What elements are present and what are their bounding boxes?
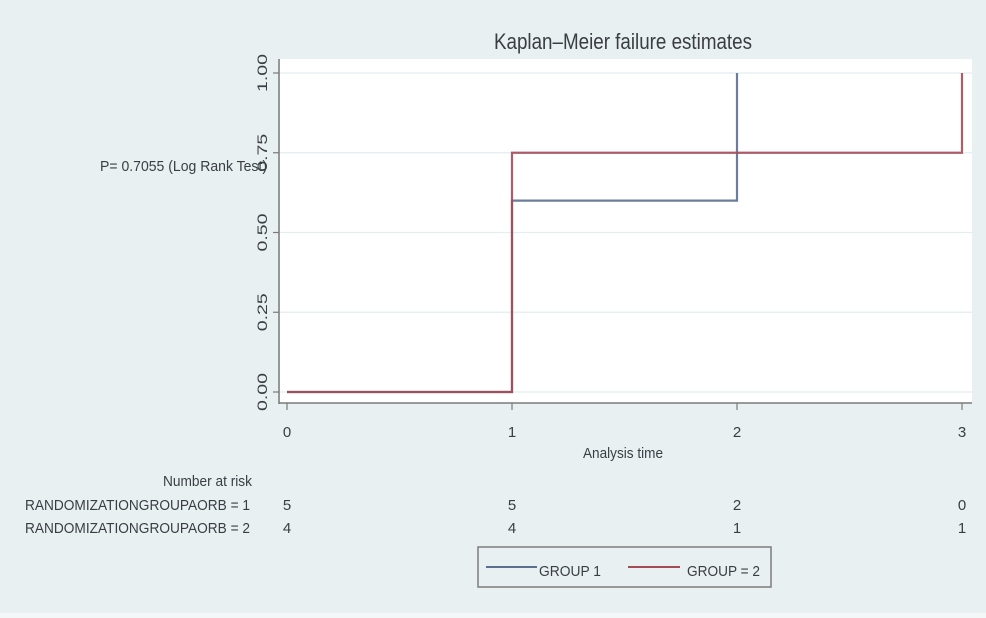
y-axis-ticks: 0.00 0.25 0.50 0.75 1.00 [254,54,279,411]
y-tick-label: 0.75 [254,133,270,171]
risk-value-group-1: 5 [508,497,516,514]
y-tick-label: 0.50 [254,213,270,251]
risk-row-label-group-1: RANDOMIZATIONGROUPAORB = 1 [25,497,250,514]
risk-value-group-2: 1 [958,520,966,537]
risk-table-values: 5 5 2 0 4 4 1 1 [283,497,966,537]
legend: GROUP 1 GROUP = 2 [477,546,772,588]
risk-row-label-group-2: RANDOMIZATIONGROUPAORB = 2 [25,520,250,537]
risk-value-group-2: 1 [733,520,741,537]
legend-label-group-1: GROUP 1 [539,563,601,580]
chart-title: Kaplan–Meier failure estimates [494,29,752,54]
km-curve-group-2 [287,73,964,394]
bottom-strip [0,613,986,618]
x-tick-label: 1 [508,424,516,441]
y-tick-label: 0.00 [254,373,270,411]
risk-value-group-1: 5 [283,497,291,514]
risk-value-group-2: 4 [508,520,516,537]
x-axis-label: Analysis time [583,445,663,462]
risk-value-group-1: 2 [733,497,741,514]
number-at-risk-table: Number at risk RANDOMIZATIONGROUPAORB = … [25,473,966,537]
y-tick-label: 1.00 [254,54,270,92]
plot-area [280,59,972,403]
x-tick-label: 2 [733,424,741,441]
risk-value-group-1: 0 [958,497,966,514]
legend-label-group-2: GROUP = 2 [687,563,760,580]
x-axis-ticks: 0 1 2 3 [283,403,966,441]
risk-value-group-2: 4 [283,520,291,537]
y-tick-label: 0.25 [254,293,270,331]
x-tick-label: 3 [958,424,966,441]
series-lines [287,73,964,394]
x-tick-label: 0 [283,424,291,441]
logrank-pvalue-annotation: P= 0.7055 (Log Rank Test) [100,158,267,175]
risk-table-title: Number at risk [163,473,252,490]
